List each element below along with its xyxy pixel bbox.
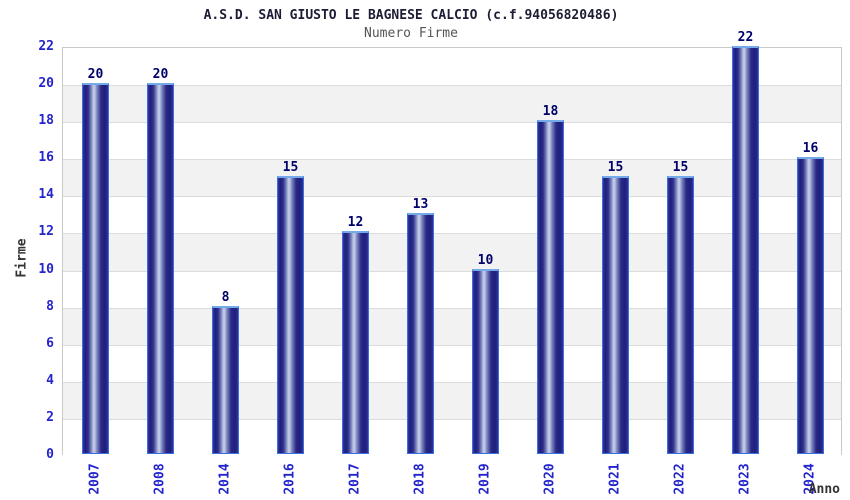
bar-value-label: 15 <box>282 159 299 175</box>
bar-2018 <box>407 212 434 454</box>
plot-band <box>63 48 841 86</box>
bar-2020 <box>537 120 564 454</box>
y-tick-label: 0 <box>46 447 54 462</box>
gridline <box>63 196 841 198</box>
x-tick-label: 2023 <box>737 463 752 495</box>
x-tick-label: 2018 <box>412 463 427 495</box>
y-tick-label: 18 <box>38 113 54 129</box>
plot-band <box>63 307 841 345</box>
plot-band <box>63 122 841 160</box>
x-tick-label: 2007 <box>87 463 102 495</box>
plot-band <box>63 270 841 308</box>
x-tick-label: 2022 <box>672 463 687 495</box>
x-tick-label: 2017 <box>347 463 362 495</box>
x-tick-label: 2019 <box>477 463 492 495</box>
bar-2024 <box>797 157 824 454</box>
bar-value-label: 16 <box>802 141 819 157</box>
gridline <box>63 307 841 309</box>
y-tick-label: 2 <box>46 409 54 425</box>
bar-value-label: 18 <box>542 104 559 120</box>
chart-subtitle: Numero Firme <box>364 26 458 41</box>
bar-2007 <box>82 83 109 454</box>
bar-2008 <box>147 83 174 454</box>
x-tick-label: 2008 <box>152 463 167 495</box>
y-tick-label: 8 <box>46 298 54 314</box>
gridline <box>63 85 841 87</box>
bar-2014 <box>212 305 239 454</box>
y-tick-label: 22 <box>38 39 54 54</box>
chart-title: A.S.D. SAN GIUSTO LE BAGNESE CALCIO (c.f… <box>203 8 619 23</box>
plot-band <box>63 196 841 234</box>
bar-value-label: 10 <box>477 252 494 268</box>
bar-value-label: 20 <box>152 67 169 83</box>
y-tick-label: 14 <box>38 187 54 203</box>
plot-band <box>63 344 841 382</box>
bar-2016 <box>277 175 304 454</box>
bar-2022 <box>667 175 694 454</box>
gridline <box>63 418 841 420</box>
bar-value-label: 13 <box>412 196 429 212</box>
gridline <box>63 344 841 346</box>
bar-2021 <box>602 175 629 454</box>
plot-area: 20 20 8 15 12 13 10 18 15 15 22 16 <box>62 30 842 456</box>
y-tick-label: 6 <box>46 335 54 351</box>
y-tick-label: 16 <box>38 150 54 166</box>
x-tick-label: 2016 <box>282 463 297 495</box>
bar-value-label: 12 <box>347 215 364 231</box>
bar-value-label: 22 <box>737 30 754 45</box>
bar-2023 <box>732 46 759 454</box>
gridline <box>63 381 841 383</box>
plot-band <box>63 85 841 123</box>
bar-2017 <box>342 231 369 454</box>
bar-value-label: 20 <box>87 67 104 83</box>
plot-band <box>63 159 841 197</box>
gridline <box>63 122 841 124</box>
bar-value-label: 15 <box>672 159 689 175</box>
bar-value-label: 15 <box>607 159 624 175</box>
plot-band <box>63 233 841 271</box>
y-tick-label: 12 <box>38 224 54 240</box>
plot-band <box>63 418 841 456</box>
x-tick-label: 2021 <box>607 463 622 495</box>
bar-value-label: 8 <box>221 289 230 305</box>
y-tick-label: 20 <box>38 76 54 92</box>
plot-band <box>63 381 841 419</box>
gridline <box>63 233 841 235</box>
gridline <box>63 270 841 272</box>
x-axis-label: Anno <box>808 482 840 497</box>
x-tick-label: 2014 <box>217 463 232 495</box>
x-tick-label: 2020 <box>542 463 557 495</box>
gridline <box>63 159 841 161</box>
y-tick-label: 4 <box>46 372 54 388</box>
bar-2019 <box>472 268 499 454</box>
y-tick-label: 10 <box>38 261 54 277</box>
